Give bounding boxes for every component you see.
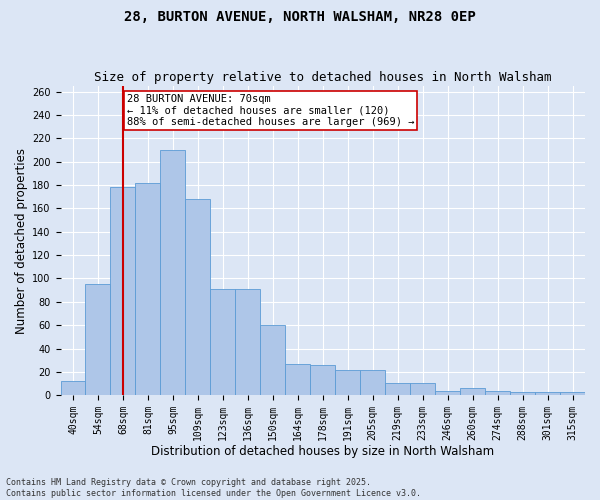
Text: Contains HM Land Registry data © Crown copyright and database right 2025.
Contai: Contains HM Land Registry data © Crown c…: [6, 478, 421, 498]
Bar: [460, 388, 485, 396]
Bar: [260, 325, 285, 396]
Bar: [85, 284, 110, 396]
Bar: [211, 289, 235, 396]
Bar: [335, 370, 360, 396]
Bar: [385, 382, 410, 396]
Bar: [435, 390, 460, 396]
Bar: [185, 199, 211, 396]
Bar: [535, 392, 560, 396]
Bar: [285, 364, 310, 396]
Bar: [160, 150, 185, 396]
Text: 28, BURTON AVENUE, NORTH WALSHAM, NR28 0EP: 28, BURTON AVENUE, NORTH WALSHAM, NR28 0…: [124, 10, 476, 24]
Text: 28 BURTON AVENUE: 70sqm
← 11% of detached houses are smaller (120)
88% of semi-d: 28 BURTON AVENUE: 70sqm ← 11% of detache…: [127, 94, 414, 127]
Bar: [110, 188, 136, 396]
Bar: [510, 392, 535, 396]
Title: Size of property relative to detached houses in North Walsham: Size of property relative to detached ho…: [94, 72, 551, 85]
Bar: [560, 392, 585, 396]
Bar: [136, 182, 160, 396]
Bar: [360, 370, 385, 396]
Y-axis label: Number of detached properties: Number of detached properties: [15, 148, 28, 334]
Bar: [235, 289, 260, 396]
Bar: [410, 382, 435, 396]
Bar: [310, 365, 335, 396]
Bar: [61, 382, 85, 396]
X-axis label: Distribution of detached houses by size in North Walsham: Distribution of detached houses by size …: [151, 444, 494, 458]
Bar: [485, 390, 510, 396]
